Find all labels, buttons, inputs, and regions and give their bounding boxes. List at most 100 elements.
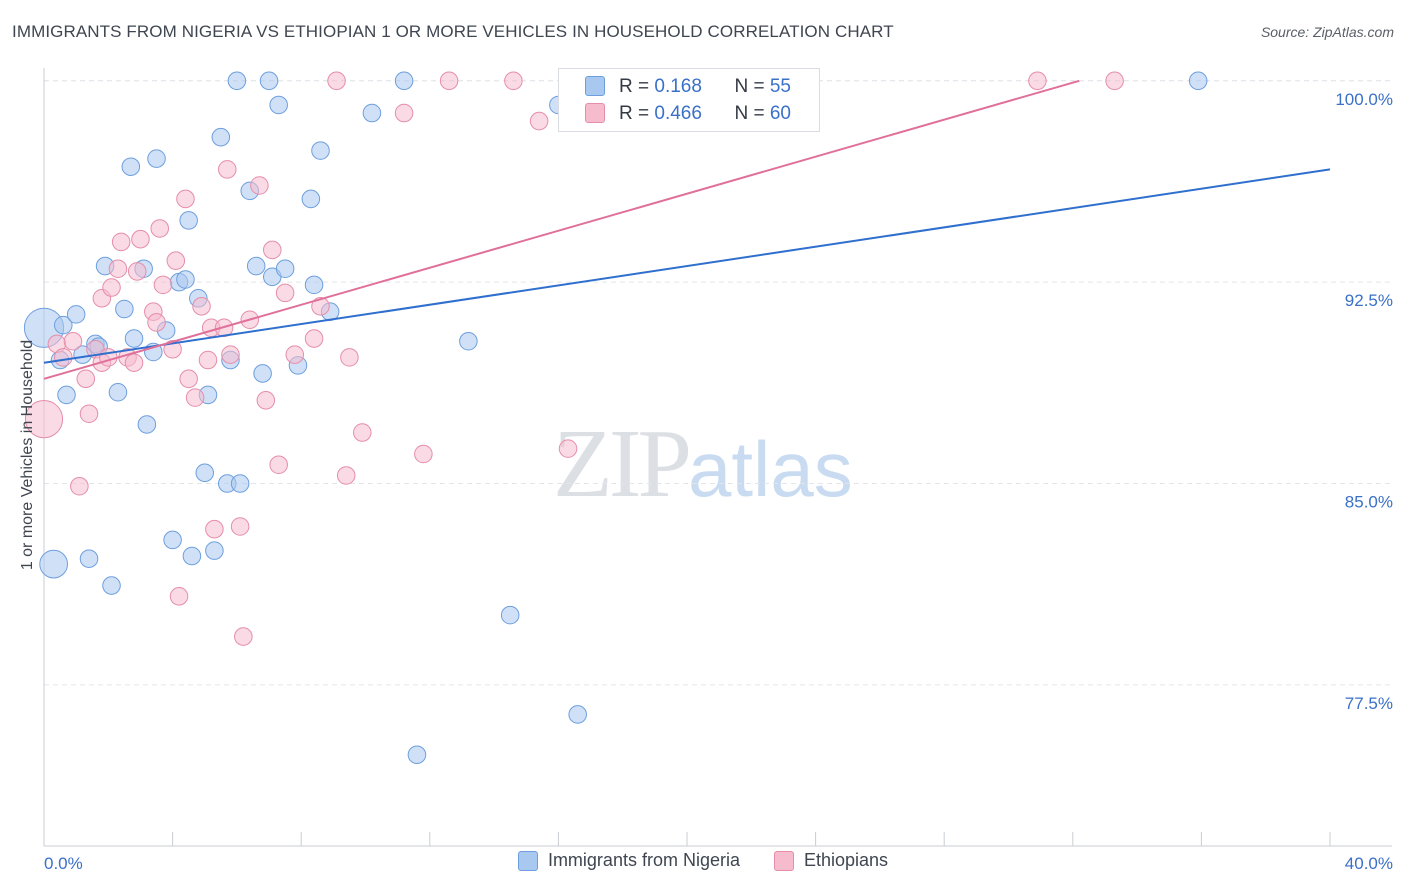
data-point xyxy=(275,283,295,303)
data-point xyxy=(1028,71,1047,91)
stats-text-ethiopians: R = 0.466 N = 60 xyxy=(619,103,791,125)
data-point xyxy=(504,71,523,91)
data-point xyxy=(66,305,86,324)
data-point xyxy=(568,705,587,724)
data-point xyxy=(275,259,295,279)
data-point xyxy=(304,275,324,295)
data-point xyxy=(227,71,247,91)
trend-line-nigeria xyxy=(43,168,1331,364)
data-point xyxy=(230,474,250,493)
chart-title: IMMIGRANTS FROM NIGERIA VS ETHIOPIAN 1 O… xyxy=(12,22,894,41)
source-credit: Source: ZipAtlas.com xyxy=(1260,24,1394,40)
data-point xyxy=(230,517,250,536)
data-point xyxy=(311,297,330,316)
watermark-zip: ZIP xyxy=(553,410,692,518)
legend-swatch-nigeria xyxy=(517,850,538,871)
watermark: ZIPatlas xyxy=(553,408,853,520)
data-point xyxy=(327,71,346,91)
r-value: 0.466 xyxy=(654,102,702,124)
stats-box: R = 0.168 N = 55 R = 0.466 N = 60 xyxy=(558,68,820,132)
r-label: R = xyxy=(619,75,655,97)
data-point xyxy=(150,219,170,238)
data-point xyxy=(301,189,321,209)
legend-item-nigeria[interactable]: Immigrants from Nigeria xyxy=(517,850,740,871)
trend-line-ethiopians xyxy=(43,79,1080,380)
data-point xyxy=(76,369,96,389)
data-point xyxy=(353,423,372,442)
data-point xyxy=(1105,71,1124,91)
data-point xyxy=(179,369,198,389)
data-point xyxy=(108,382,128,402)
data-point xyxy=(217,160,237,179)
data-point xyxy=(39,549,69,579)
data-point xyxy=(500,605,520,625)
data-point xyxy=(304,329,324,348)
x-tick-label-min: 0.0% xyxy=(44,854,83,873)
y-axis-label: 1 or more Vehicles in Household xyxy=(19,339,36,571)
legend-label-nigeria: Immigrants from Nigeria xyxy=(547,850,740,870)
data-point xyxy=(121,157,141,176)
data-point xyxy=(108,259,128,279)
data-point xyxy=(459,331,478,351)
data-point xyxy=(124,329,144,348)
data-point xyxy=(250,176,269,195)
data-point xyxy=(57,385,76,405)
data-point xyxy=(394,103,414,123)
data-point xyxy=(262,240,282,260)
series-nigeria xyxy=(23,71,1208,764)
data-point xyxy=(111,232,131,252)
data-point xyxy=(256,391,276,410)
r-label: R = xyxy=(619,102,655,124)
n-label: N = xyxy=(734,102,770,124)
data-point xyxy=(246,256,266,276)
stats-swatch-ethiopians xyxy=(585,103,605,123)
data-point xyxy=(54,315,73,335)
data-point xyxy=(195,463,215,483)
data-point xyxy=(124,353,144,372)
x-tick-label-max: 40.0% xyxy=(1345,854,1393,873)
data-point xyxy=(176,270,195,289)
y-tick-label: 92.5% xyxy=(1345,291,1393,310)
data-point xyxy=(221,345,240,364)
data-point xyxy=(70,476,89,496)
data-point xyxy=(79,404,99,423)
data-point xyxy=(163,530,182,550)
data-point xyxy=(192,297,211,316)
y-tick-label: 100.0% xyxy=(1335,90,1393,109)
n-label: N = xyxy=(734,75,770,97)
data-point xyxy=(269,95,288,115)
data-point xyxy=(205,541,224,560)
data-point xyxy=(558,439,578,458)
tick-labels: 77.5% 85.0% 92.5% 100.0% 0.0% 40.0% xyxy=(44,90,1393,873)
data-point xyxy=(137,415,157,434)
data-point xyxy=(79,549,99,568)
legend-swatch-ethiopians xyxy=(773,850,794,871)
data-point xyxy=(131,229,150,249)
data-point xyxy=(185,388,205,407)
y-tick-label: 85.0% xyxy=(1345,493,1393,512)
stats-swatch-nigeria xyxy=(585,76,605,96)
data-point xyxy=(63,331,83,351)
data-point xyxy=(169,587,189,606)
data-point xyxy=(362,103,382,123)
data-point xyxy=(205,519,224,539)
legend-item-ethiopians[interactable]: Ethiopians xyxy=(773,850,888,871)
data-point xyxy=(179,211,198,230)
watermark-atlas: atlas xyxy=(688,425,853,513)
data-point xyxy=(182,546,202,566)
data-point xyxy=(127,262,147,281)
data-point xyxy=(211,127,231,147)
data-point xyxy=(115,299,134,319)
data-point xyxy=(414,444,433,464)
data-point xyxy=(1188,71,1208,91)
n-value: 55 xyxy=(769,75,791,97)
data-point xyxy=(336,466,356,485)
data-point xyxy=(147,313,166,332)
data-point xyxy=(147,149,166,168)
legend: Immigrants from Nigeria Ethiopians xyxy=(0,850,1406,871)
axes xyxy=(43,68,1392,847)
data-point xyxy=(253,364,272,383)
data-point xyxy=(102,278,121,297)
data-point xyxy=(529,111,549,131)
data-point xyxy=(394,71,414,91)
